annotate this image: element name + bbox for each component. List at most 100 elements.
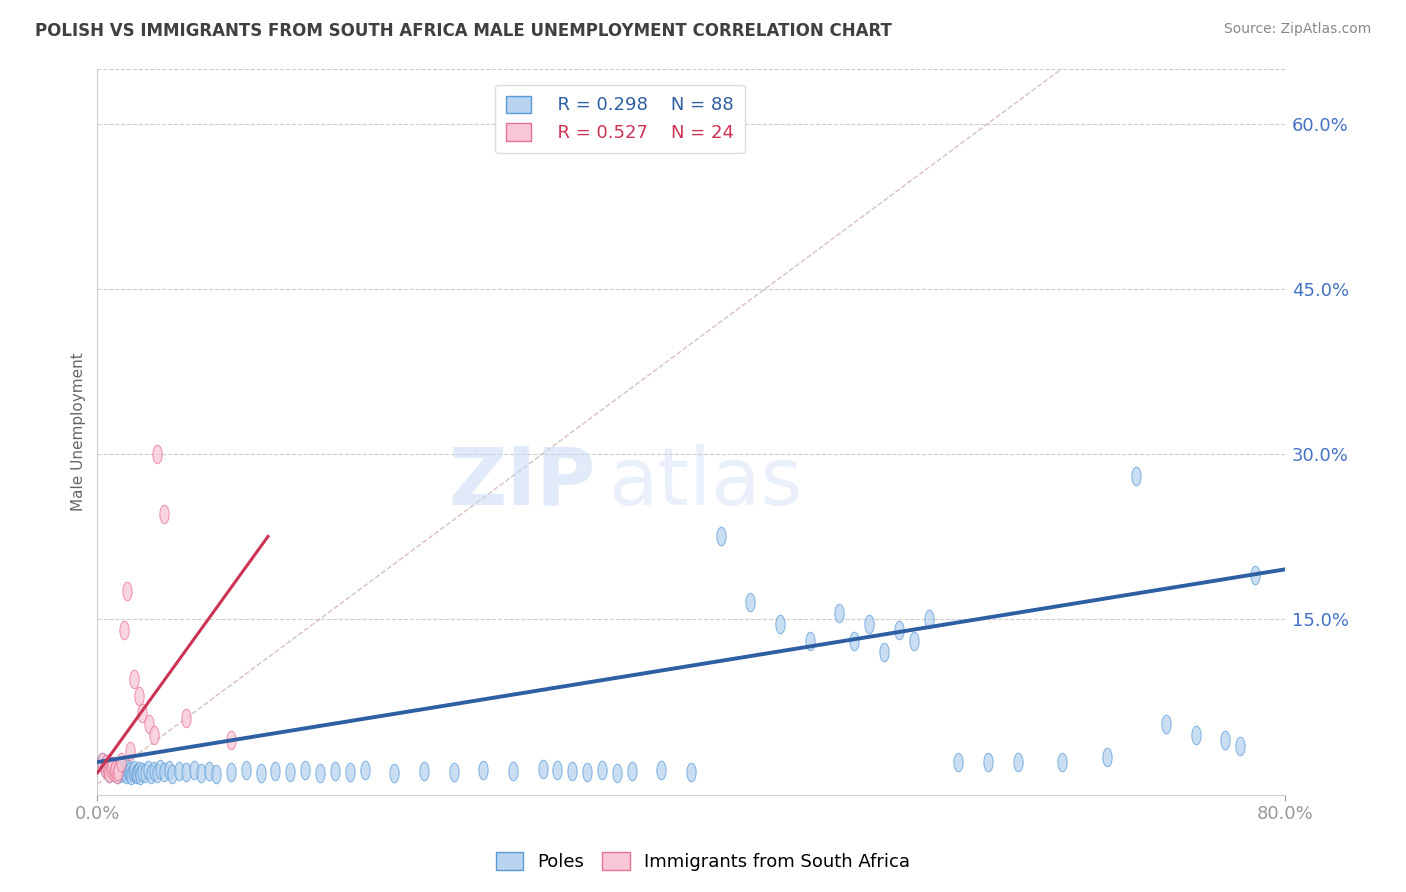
Point	[606, 766, 628, 780]
Point	[131, 764, 153, 779]
Point	[107, 764, 129, 778]
Point	[142, 727, 165, 741]
Point	[620, 764, 643, 778]
Point	[278, 764, 301, 779]
Point	[160, 767, 183, 781]
Point	[1050, 755, 1073, 769]
Point	[190, 766, 212, 780]
Point	[97, 764, 120, 778]
Legend: Poles, Immigrants from South Africa: Poles, Immigrants from South Africa	[489, 846, 917, 879]
Point	[129, 768, 152, 782]
Point	[294, 763, 316, 777]
Point	[561, 764, 583, 778]
Point	[128, 764, 150, 778]
Point	[219, 733, 242, 747]
Point	[128, 689, 150, 703]
Point	[382, 766, 405, 780]
Point	[98, 766, 121, 780]
Point	[977, 755, 1000, 769]
Point	[98, 766, 121, 780]
Point	[96, 757, 118, 772]
Y-axis label: Male Unemployment: Male Unemployment	[72, 352, 86, 511]
Point	[710, 529, 733, 543]
Point	[249, 766, 271, 780]
Point	[103, 764, 125, 779]
Point	[139, 767, 162, 781]
Point	[125, 767, 148, 781]
Point	[124, 763, 146, 777]
Point	[105, 767, 128, 781]
Point	[134, 766, 156, 780]
Point	[112, 763, 135, 777]
Point	[100, 762, 122, 776]
Point	[412, 764, 434, 778]
Point	[157, 763, 180, 777]
Point	[117, 766, 139, 780]
Point	[339, 764, 361, 779]
Point	[799, 634, 821, 648]
Point	[104, 763, 127, 777]
Point	[887, 623, 910, 637]
Point	[110, 755, 132, 769]
Text: ZIP: ZIP	[449, 443, 596, 522]
Point	[948, 755, 970, 769]
Point	[121, 768, 143, 782]
Point	[94, 760, 117, 774]
Point	[1184, 727, 1206, 741]
Point	[97, 764, 120, 778]
Point	[153, 508, 176, 522]
Point	[100, 762, 122, 776]
Point	[443, 764, 465, 779]
Point	[176, 711, 198, 725]
Point	[903, 634, 925, 648]
Point	[101, 759, 124, 773]
Point	[111, 764, 134, 779]
Point	[110, 760, 132, 774]
Point	[205, 767, 228, 781]
Text: POLISH VS IMMIGRANTS FROM SOUTH AFRICA MALE UNEMPLOYMENT CORRELATION CHART: POLISH VS IMMIGRANTS FROM SOUTH AFRICA M…	[35, 22, 891, 40]
Point	[264, 764, 287, 778]
Point	[112, 623, 135, 637]
Point	[142, 764, 165, 778]
Point	[153, 764, 176, 779]
Point	[1154, 716, 1177, 731]
Point	[1125, 468, 1147, 483]
Point	[591, 763, 613, 777]
Point	[94, 760, 117, 774]
Point	[138, 716, 160, 731]
Point	[167, 764, 190, 778]
Point	[118, 744, 141, 758]
Point	[145, 447, 167, 461]
Point	[917, 612, 939, 626]
Point	[136, 763, 159, 777]
Point	[1229, 739, 1251, 753]
Point	[769, 617, 792, 632]
Point	[309, 766, 332, 780]
Point	[546, 763, 568, 777]
Point	[1007, 755, 1029, 769]
Point	[844, 634, 866, 648]
Point	[576, 764, 599, 779]
Point	[681, 764, 703, 779]
Point	[183, 763, 205, 777]
Point	[90, 755, 112, 769]
Point	[90, 755, 112, 769]
Point	[124, 673, 146, 687]
Point	[873, 645, 896, 659]
Point	[122, 764, 145, 779]
Point	[105, 767, 128, 781]
Point	[96, 757, 118, 772]
Point	[176, 764, 198, 779]
Point	[131, 706, 153, 720]
Point	[197, 764, 219, 778]
Point	[103, 764, 125, 779]
Point	[127, 766, 149, 780]
Point	[219, 764, 242, 779]
Point	[115, 584, 138, 599]
Point	[104, 763, 127, 777]
Text: atlas: atlas	[607, 443, 803, 522]
Point	[101, 759, 124, 773]
Point	[740, 595, 762, 609]
Point	[828, 607, 851, 621]
Point	[149, 762, 172, 776]
